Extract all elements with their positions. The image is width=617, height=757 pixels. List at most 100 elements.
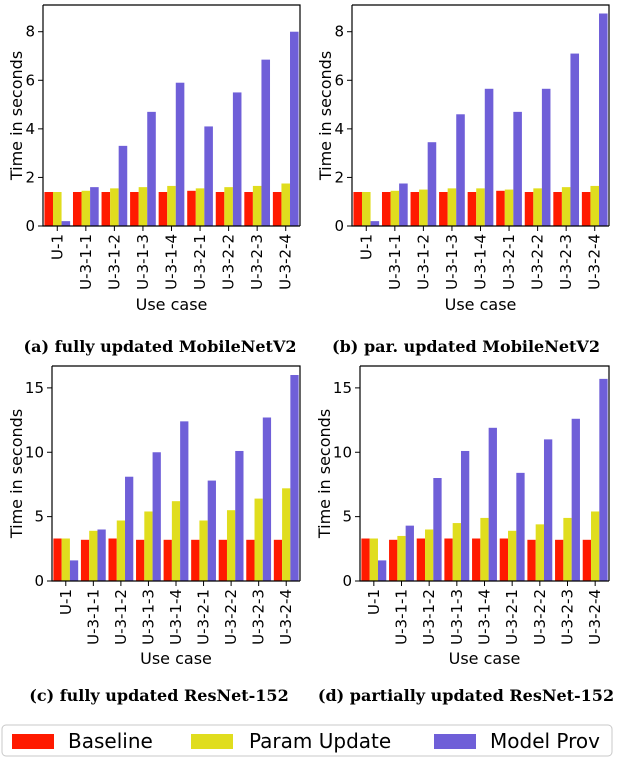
y-tick-label: 15 <box>333 379 352 397</box>
bar-model-prov-u-3-1-2 <box>118 145 128 226</box>
bar-model-prov-u-1 <box>377 560 387 581</box>
bar-param-update-u-3-1-3 <box>138 187 148 226</box>
bar-baseline-u-3-2-2 <box>524 192 534 226</box>
x-tick-label: U-3-2-4 <box>586 589 604 645</box>
x-axis-label: Use case <box>140 649 212 668</box>
y-tick-label: 5 <box>34 508 44 526</box>
bar-baseline-u-3-2-3 <box>244 192 253 226</box>
x-tick-label: U-3-2-2 <box>220 234 238 290</box>
y-tick-label: 4 <box>25 120 35 138</box>
axes-frame <box>43 4 301 226</box>
bar-baseline-u-3-2-1 <box>499 538 509 581</box>
bar-param-update-u-1 <box>61 538 70 581</box>
bar-model-prov-u-3-1-3 <box>147 111 156 226</box>
axes-frame <box>352 4 610 226</box>
bar-baseline-u-3-1-4 <box>158 192 168 226</box>
bar-param-update-u-3-1-3 <box>144 511 153 581</box>
x-tick-label: U-1 <box>57 589 75 615</box>
y-axis-label: Time in seconds <box>315 409 334 539</box>
bar-baseline-u-3-2-4 <box>273 539 283 581</box>
legend-label-param-update: Param Update <box>249 729 391 753</box>
x-tick-label: U-1 <box>357 234 375 260</box>
x-tick-label: U-3-1-4 <box>472 234 490 290</box>
bar-model-prov-u-3-2-1 <box>204 126 213 226</box>
x-tick-label: U-3-1-2 <box>105 234 123 290</box>
bar-baseline-u-3-1-2 <box>416 538 426 581</box>
bar-baseline-u-3-2-2 <box>215 192 225 226</box>
y-tick-label: 0 <box>342 572 352 590</box>
x-tick-label: U-3-1-4 <box>167 589 185 645</box>
bar-param-update-u-3-1-4 <box>171 501 181 581</box>
bar-baseline-u-3-1-2 <box>410 192 420 226</box>
chart-panel-2: 0 2 4 6 8 U-1 U-3-1-1 U-3-1-2 U-3-1-3 U-3-1-4 U-3-… <box>316 4 610 356</box>
legend-swatch-baseline <box>12 734 54 749</box>
bar-model-prov-u-3-1-3 <box>456 114 465 226</box>
bar-param-update-u-3-2-4 <box>282 488 291 581</box>
bar-baseline-u-3-1-3 <box>439 192 448 226</box>
x-tick-label: U-3-1-2 <box>414 234 432 290</box>
x-axis-label: Use case <box>136 295 208 314</box>
x-tick-label: U-1 <box>48 234 66 260</box>
bar-param-update-u-3-2-4 <box>281 183 291 226</box>
y-tick-label: 6 <box>25 71 35 89</box>
bar-model-prov-u-3-2-3 <box>262 417 272 581</box>
bar-param-update-u-3-2-2 <box>535 524 544 581</box>
x-tick-label: U-3-2-2 <box>529 234 547 290</box>
bar-model-prov-u-1 <box>370 221 380 226</box>
x-tick-label: U-3-1-2 <box>112 589 130 645</box>
bar-model-prov-u-3-2-4 <box>290 31 299 227</box>
panel-caption: (a) fully updated MobileNetV2 <box>24 337 297 356</box>
legend: Baseline Param Update Model Prov <box>1 724 613 757</box>
x-tick-label: U-3-1-1 <box>393 589 411 645</box>
bar-baseline-u-3-1-3 <box>136 539 145 581</box>
legend-label-baseline: Baseline <box>68 729 153 753</box>
bar-param-update-u-3-2-1 <box>195 188 205 226</box>
y-tick-label: 15 <box>25 379 44 397</box>
bar-model-prov-u-3-1-3 <box>152 452 161 581</box>
bar-baseline-u-3-1-2 <box>101 192 111 226</box>
bar-param-update-u-1 <box>52 192 62 226</box>
bar-param-update-u-3-1-3 <box>447 188 457 226</box>
bar-model-prov-u-3-2-4 <box>290 375 299 581</box>
bar-baseline-u-3-1-4 <box>467 192 477 226</box>
x-tick-label: U-3-1-1 <box>386 234 404 290</box>
y-tick-label: 2 <box>25 168 35 186</box>
bar-model-prov-u-3-2-1 <box>207 480 216 581</box>
bar-baseline-u-3-2-3 <box>553 192 562 226</box>
y-tick-label: 8 <box>334 23 344 41</box>
bar-model-prov-u-3-2-2 <box>232 92 242 227</box>
panel-caption: (c) fully updated ResNet-152 <box>29 686 288 705</box>
bar-model-prov-u-3-2-4 <box>599 378 608 581</box>
x-tick-label: U-3-2-3 <box>250 589 268 645</box>
x-tick-label: U-3-2-1 <box>195 589 213 645</box>
bar-param-update-u-3-2-1 <box>508 530 517 581</box>
x-tick-label: U-3-2-1 <box>503 589 521 645</box>
bar-param-update-u-3-2-2 <box>224 187 233 226</box>
bar-baseline-u-3-2-1 <box>496 190 505 226</box>
bar-param-update-u-3-1-1 <box>81 190 91 226</box>
x-tick-label: U-3-1-1 <box>77 234 95 290</box>
x-tick-label: U-3-2-2 <box>222 589 240 645</box>
y-axis-label: Time in seconds <box>7 409 26 539</box>
bar-param-update-u-3-1-2 <box>110 188 119 226</box>
bar-param-update-u-3-2-3 <box>561 187 571 226</box>
bar-model-prov-u-3-1-2 <box>427 142 437 226</box>
bar-baseline-u-3-2-2 <box>218 539 227 581</box>
bar-param-update-u-3-1-1 <box>89 530 98 581</box>
bar-model-prov-u-3-1-1 <box>97 529 106 581</box>
bar-param-update-u-3-2-4 <box>591 511 600 581</box>
bar-model-prov-u-3-2-1 <box>513 111 522 226</box>
bar-param-update-u-1 <box>369 538 378 581</box>
bar-param-update-u-3-2-3 <box>252 185 262 226</box>
x-tick-label: U-3-2-3 <box>557 234 575 290</box>
bar-baseline-u-3-2-1 <box>187 190 196 226</box>
bar-baseline-u-3-1-1 <box>72 192 82 226</box>
x-tick-label: U-3-1-3 <box>448 589 466 645</box>
bar-model-prov-u-3-1-2 <box>433 478 442 581</box>
x-tick-label: U-3-1-3 <box>134 234 152 290</box>
y-tick-label: 0 <box>334 217 344 235</box>
x-tick-label: U-3-2-4 <box>277 589 295 645</box>
bar-param-update-u-3-2-2 <box>533 188 542 226</box>
bar-baseline-u-3-1-1 <box>80 539 90 581</box>
bar-param-update-u-3-1-4 <box>476 188 485 226</box>
